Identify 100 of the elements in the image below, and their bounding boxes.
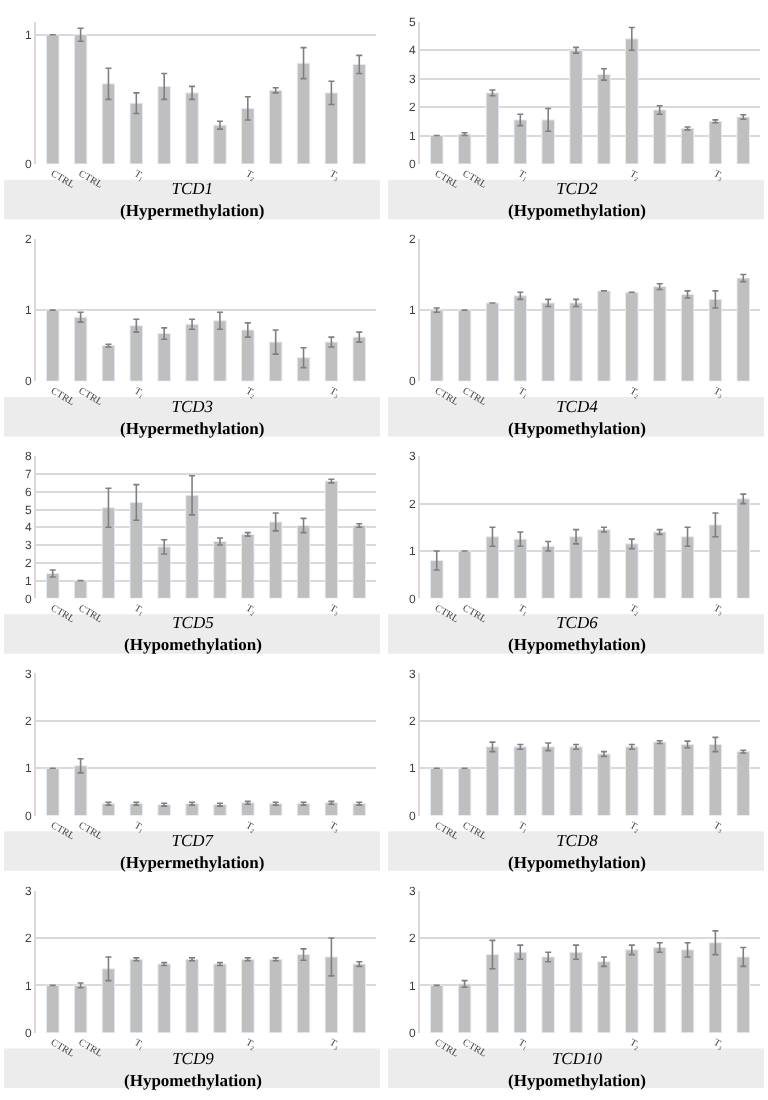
text: (Hypermethylation) <box>120 418 265 439</box>
bar <box>736 116 751 164</box>
bar <box>680 949 695 1033</box>
text: (Hypomethylation) <box>508 1070 647 1091</box>
bar <box>652 741 667 816</box>
text: (Hypomethylation) <box>508 634 647 655</box>
bar <box>101 83 116 164</box>
bar <box>324 92 339 164</box>
bar <box>213 124 227 164</box>
bar <box>485 954 500 1033</box>
bar <box>157 804 171 816</box>
bar <box>680 536 695 599</box>
bar <box>680 127 695 164</box>
bar <box>652 286 667 382</box>
text: TCD1 <box>171 178 214 198</box>
bar <box>129 803 144 816</box>
bar <box>736 498 751 599</box>
bar <box>157 333 171 382</box>
bar <box>652 531 667 599</box>
bar <box>625 949 639 1033</box>
text: TCD6 <box>556 612 600 632</box>
bar <box>268 803 283 816</box>
bar <box>680 293 695 382</box>
text: TCD4 <box>556 396 600 416</box>
bar <box>708 743 723 816</box>
bar <box>597 529 611 599</box>
bar <box>485 92 500 164</box>
text: TCD5 <box>172 612 214 632</box>
bar <box>541 119 555 164</box>
bar <box>513 295 528 382</box>
bar <box>268 521 283 599</box>
bar <box>296 954 311 1033</box>
text: TCD7 <box>171 830 215 850</box>
bar <box>457 550 472 599</box>
bar <box>513 119 528 164</box>
bar <box>457 767 472 816</box>
bar <box>45 572 60 599</box>
bar <box>73 316 88 382</box>
bar <box>736 956 751 1033</box>
bar <box>513 746 528 816</box>
bar <box>625 291 639 382</box>
bar <box>73 984 88 1033</box>
bar <box>45 767 60 816</box>
text: (Hypermethylation) <box>120 852 265 873</box>
bar <box>213 541 227 599</box>
bar <box>485 536 500 599</box>
bar <box>324 956 339 1033</box>
bar <box>708 524 723 599</box>
bar <box>324 480 339 599</box>
bar <box>241 958 255 1033</box>
text: TCD2 <box>556 178 600 198</box>
bar <box>45 309 60 382</box>
text: (Hypomethylation) <box>508 200 647 221</box>
bar <box>241 533 255 599</box>
bar <box>185 803 199 816</box>
bar <box>352 63 367 164</box>
bar <box>708 298 723 382</box>
bar <box>569 49 583 164</box>
bar <box>541 746 555 816</box>
bar <box>268 341 283 382</box>
text: (Hypermethylation) <box>120 200 265 221</box>
bar <box>652 109 667 164</box>
bar <box>241 802 255 816</box>
text: (Hypomethylation) <box>508 418 647 439</box>
text: (Hypomethylation) <box>508 852 647 873</box>
bar <box>129 102 144 164</box>
bar <box>457 133 472 164</box>
bar <box>485 746 500 816</box>
bar <box>101 968 116 1033</box>
bar <box>485 302 500 382</box>
bar <box>185 323 199 382</box>
bar <box>429 309 444 382</box>
bar <box>625 38 639 164</box>
bar <box>429 559 444 599</box>
bar <box>268 89 283 164</box>
bar <box>569 951 583 1033</box>
bar <box>101 345 116 382</box>
bar <box>324 802 339 816</box>
text: (Hypomethylation) <box>124 1070 263 1091</box>
bar <box>625 746 639 816</box>
bar <box>680 743 695 816</box>
bar <box>101 507 116 599</box>
bar <box>157 546 171 599</box>
bar <box>429 767 444 816</box>
bar <box>157 963 171 1033</box>
bar <box>569 536 583 599</box>
bar <box>708 120 723 164</box>
bar <box>185 494 199 599</box>
bar <box>45 984 60 1033</box>
bar <box>185 958 199 1033</box>
bar <box>457 309 472 382</box>
bar <box>352 963 367 1033</box>
bar <box>541 956 555 1033</box>
bar <box>652 946 667 1033</box>
bar <box>129 958 144 1033</box>
bar <box>708 942 723 1033</box>
bar <box>736 751 751 816</box>
bar <box>73 765 88 816</box>
bar <box>597 961 611 1033</box>
bar <box>736 277 751 382</box>
